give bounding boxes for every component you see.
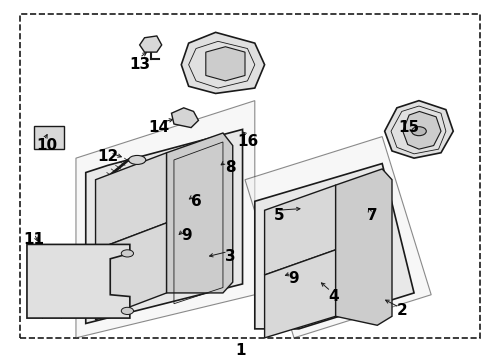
Text: 4: 4 (328, 289, 339, 304)
Polygon shape (181, 32, 265, 94)
Polygon shape (403, 112, 441, 149)
Polygon shape (86, 129, 243, 324)
Ellipse shape (128, 156, 146, 165)
Polygon shape (76, 101, 255, 338)
Text: 16: 16 (237, 135, 258, 149)
Polygon shape (96, 223, 167, 320)
Ellipse shape (122, 307, 133, 315)
Polygon shape (245, 136, 431, 338)
Polygon shape (172, 108, 198, 127)
Ellipse shape (412, 127, 426, 136)
Polygon shape (255, 163, 414, 329)
Text: 13: 13 (129, 57, 150, 72)
Polygon shape (385, 101, 453, 158)
Text: 1: 1 (235, 343, 245, 358)
Text: 11: 11 (24, 231, 45, 247)
Text: 10: 10 (36, 138, 57, 153)
Text: 2: 2 (396, 303, 407, 318)
Polygon shape (265, 185, 336, 275)
Polygon shape (265, 250, 336, 338)
Polygon shape (206, 47, 245, 81)
Text: 12: 12 (97, 149, 119, 164)
Text: 3: 3 (225, 249, 236, 265)
Polygon shape (96, 153, 167, 250)
Text: 9: 9 (289, 271, 299, 286)
Text: 14: 14 (148, 120, 170, 135)
Polygon shape (140, 36, 162, 52)
Polygon shape (336, 169, 392, 325)
Text: 9: 9 (181, 228, 192, 243)
Polygon shape (27, 244, 130, 318)
Polygon shape (167, 133, 233, 293)
Text: 5: 5 (274, 208, 285, 223)
Ellipse shape (122, 250, 133, 257)
Text: 8: 8 (225, 159, 236, 175)
Polygon shape (34, 126, 64, 149)
Text: 15: 15 (398, 120, 420, 135)
Text: 6: 6 (191, 194, 201, 209)
Text: 7: 7 (367, 208, 378, 223)
